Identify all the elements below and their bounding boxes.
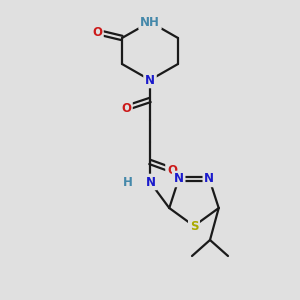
Text: N: N [204, 172, 214, 185]
Text: O: O [121, 101, 131, 115]
Text: H: H [123, 176, 133, 188]
Text: NH: NH [140, 16, 160, 28]
Text: N: N [146, 176, 156, 188]
Text: O: O [167, 164, 177, 176]
Text: N: N [174, 172, 184, 185]
Text: S: S [190, 220, 198, 232]
Text: O: O [92, 26, 102, 38]
Text: N: N [145, 74, 155, 86]
